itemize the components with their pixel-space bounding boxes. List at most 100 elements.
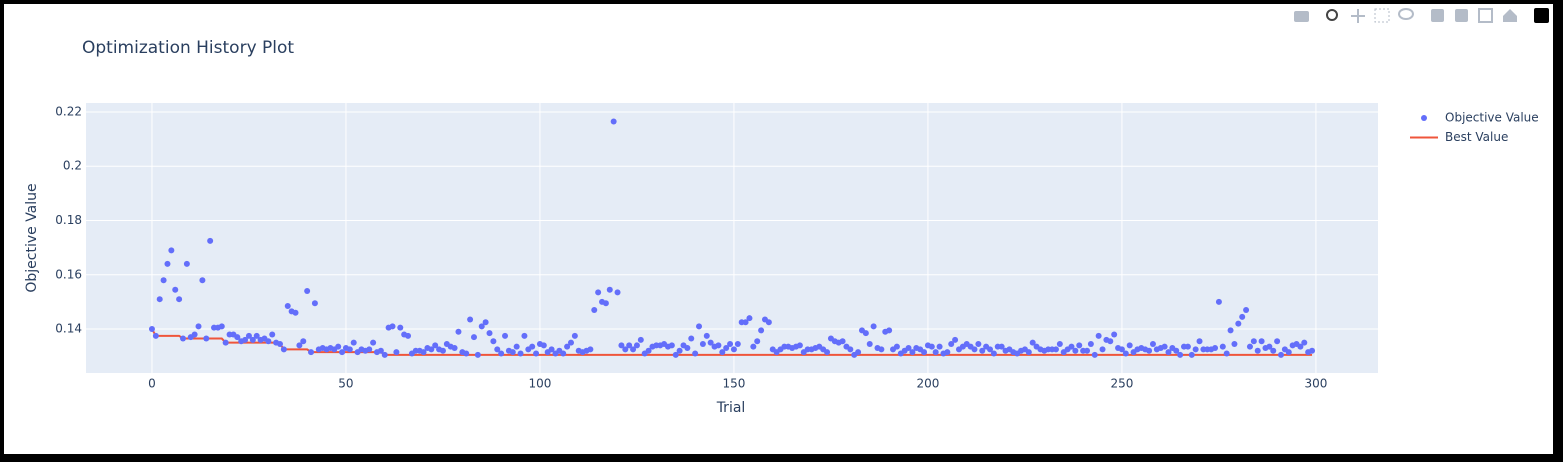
objective-point bbox=[1161, 343, 1168, 350]
objective-point bbox=[1215, 298, 1222, 305]
objective-point bbox=[1254, 347, 1261, 354]
objective-point bbox=[688, 335, 695, 342]
lasso-button[interactable] bbox=[1398, 8, 1414, 20]
reset-button[interactable] bbox=[1503, 9, 1517, 22]
objective-point bbox=[405, 332, 412, 339]
objective-point bbox=[191, 331, 198, 338]
objective-point bbox=[1149, 340, 1156, 347]
objective-point bbox=[486, 330, 493, 337]
objective-point bbox=[1231, 340, 1238, 347]
objective-point bbox=[389, 323, 396, 330]
objective-point bbox=[1285, 349, 1292, 356]
objective-point bbox=[195, 323, 202, 330]
objective-point bbox=[292, 309, 299, 316]
best-value-line bbox=[151, 328, 1313, 356]
y-axis-title: Objective Value bbox=[24, 183, 40, 292]
objective-point bbox=[335, 343, 342, 350]
objective-point bbox=[1239, 313, 1246, 320]
objective-point bbox=[707, 339, 714, 346]
camera-button[interactable] bbox=[1294, 11, 1309, 22]
objective-point bbox=[1076, 342, 1083, 349]
legend-label: Best Value bbox=[1445, 130, 1508, 144]
objective-point bbox=[339, 349, 346, 356]
objective-point bbox=[975, 340, 982, 347]
objective-point bbox=[172, 286, 179, 293]
objective-point bbox=[148, 326, 155, 333]
objective-point bbox=[668, 342, 675, 349]
zoom-in-button[interactable] bbox=[1431, 9, 1444, 22]
objective-point bbox=[587, 346, 594, 353]
objective-point bbox=[866, 340, 873, 347]
objective-point bbox=[1177, 351, 1184, 358]
zoom-button[interactable] bbox=[1326, 9, 1338, 21]
objective-point bbox=[595, 289, 602, 296]
objective-point bbox=[482, 319, 489, 326]
objective-point bbox=[218, 323, 225, 330]
objective-point bbox=[420, 349, 427, 356]
objective-point bbox=[754, 338, 761, 345]
objective-point bbox=[370, 339, 377, 346]
objective-point bbox=[1087, 340, 1094, 347]
objective-point bbox=[936, 343, 943, 350]
objective-point bbox=[618, 342, 625, 349]
objective-point bbox=[998, 343, 1005, 350]
objective-point bbox=[304, 288, 311, 295]
x-tick-label: 150 bbox=[722, 377, 745, 391]
objective-point bbox=[509, 349, 516, 356]
objective-point bbox=[610, 118, 617, 125]
objective-point bbox=[746, 315, 753, 322]
zoom-out-button[interactable] bbox=[1455, 9, 1468, 22]
objective-point bbox=[397, 324, 404, 331]
objective-point bbox=[1246, 343, 1253, 350]
objective-point bbox=[715, 342, 722, 349]
objective-point bbox=[727, 340, 734, 347]
objective-point bbox=[692, 350, 699, 357]
objective-point bbox=[1212, 345, 1219, 352]
objective-point bbox=[311, 300, 318, 307]
objective-point bbox=[630, 346, 637, 353]
objective-point bbox=[222, 339, 229, 346]
pan-button[interactable] bbox=[1351, 9, 1365, 23]
objective-point bbox=[540, 342, 547, 349]
objective-point bbox=[932, 349, 939, 356]
box-select-button[interactable] bbox=[1374, 8, 1390, 23]
objective-point bbox=[276, 340, 283, 347]
objective-point bbox=[990, 350, 997, 357]
objective-point bbox=[944, 349, 951, 356]
plotly-logo[interactable] bbox=[1534, 8, 1549, 23]
objective-point bbox=[474, 351, 481, 358]
objective-point bbox=[179, 335, 186, 342]
objective-point bbox=[909, 349, 916, 356]
objective-point bbox=[1301, 339, 1308, 346]
objective-point bbox=[346, 346, 353, 353]
objective-point bbox=[300, 338, 307, 345]
objective-point bbox=[591, 307, 598, 314]
objective-point bbox=[1025, 349, 1032, 356]
objective-point bbox=[463, 350, 470, 357]
objective-point bbox=[478, 323, 485, 330]
objective-point bbox=[878, 346, 885, 353]
objective-point bbox=[847, 346, 854, 353]
objective-point bbox=[245, 332, 252, 339]
objective-point bbox=[529, 343, 536, 350]
objective-point bbox=[928, 343, 935, 350]
objective-point bbox=[432, 342, 439, 349]
objective-point bbox=[796, 342, 803, 349]
objective-point bbox=[765, 319, 772, 326]
chart-title: Optimization History Plot bbox=[82, 38, 294, 58]
objective-point bbox=[1111, 331, 1118, 338]
objective-point bbox=[948, 340, 955, 347]
objective-point bbox=[207, 237, 214, 244]
objective-point bbox=[1219, 343, 1226, 350]
objective-point bbox=[1184, 343, 1191, 350]
x-tick-label: 50 bbox=[338, 377, 353, 391]
objective-point bbox=[1266, 343, 1273, 350]
objective-point bbox=[987, 346, 994, 353]
autoscale-button[interactable] bbox=[1478, 8, 1493, 23]
objective-point bbox=[672, 351, 679, 358]
objective-point bbox=[203, 335, 210, 342]
objective-point bbox=[730, 346, 737, 353]
y-tick-label: 0.16 bbox=[55, 267, 82, 281]
legend-marker bbox=[1421, 115, 1427, 121]
